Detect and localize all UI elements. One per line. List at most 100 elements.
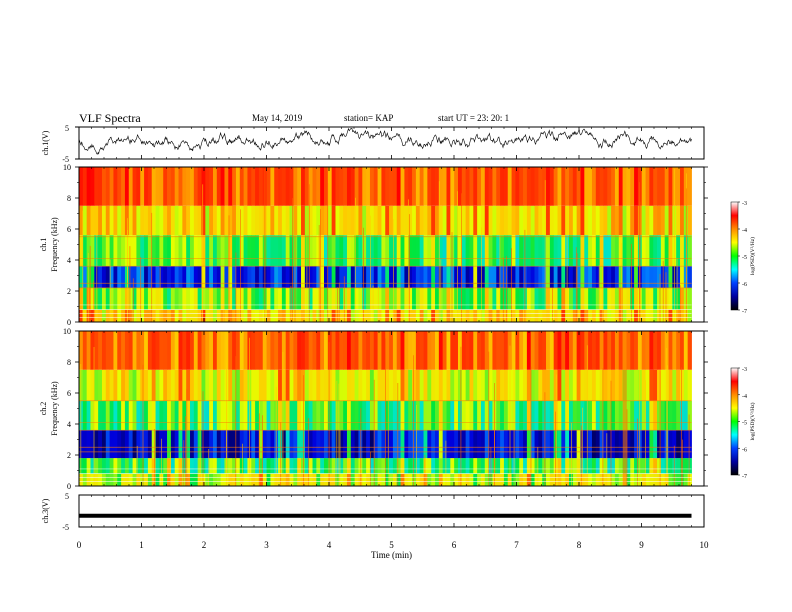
ch1-colorbar-tick-label: -4 xyxy=(742,228,747,234)
ch1-spec-cell xyxy=(369,266,375,288)
ch1-spec-cell xyxy=(389,309,394,322)
ch1-spec-cell xyxy=(542,235,547,267)
ch2-spec-cell xyxy=(534,430,539,459)
ch2-spec-cell xyxy=(523,473,528,486)
ch2-spec-cell xyxy=(400,458,405,474)
ch2-spec-cell xyxy=(488,400,493,431)
ch1-spec-cell xyxy=(235,309,241,322)
ch2-spec-cell xyxy=(519,458,524,474)
ch2-spec-cell xyxy=(461,430,467,459)
ch2-spec-cell xyxy=(362,473,367,486)
ch1-spec-cell xyxy=(366,167,371,206)
ch1-spec-cell xyxy=(454,235,459,267)
ch2-spec-cell xyxy=(251,331,256,370)
ch2-spec-cell xyxy=(465,458,470,474)
ch2-spec-cell xyxy=(412,473,417,486)
ch1-spec-cell xyxy=(293,309,298,322)
ch2-spec-cell xyxy=(614,331,620,370)
ch1-spec-cell xyxy=(634,309,639,322)
ch1-spec-cell xyxy=(343,235,348,267)
ch2-spec-cell xyxy=(496,369,501,401)
ch1-spec-cell xyxy=(105,287,111,310)
ch1-spec-cell xyxy=(461,287,467,310)
ch1-spec-cell xyxy=(423,287,428,310)
ch1-spec-cell xyxy=(519,235,524,267)
ch1-spec-cell xyxy=(247,266,252,288)
ch2-spec-cell xyxy=(190,331,195,370)
ch1-spec-cell xyxy=(442,205,447,236)
ch1-spec-cell xyxy=(212,266,218,288)
ch1-spec-cell xyxy=(178,309,183,322)
ch2-spec-cell xyxy=(151,458,156,474)
ch1-spec-cell xyxy=(611,266,616,288)
ch1-spec-cell xyxy=(649,205,654,236)
ch1-spec-cell xyxy=(584,266,589,288)
ch2-spec-cell xyxy=(634,473,639,486)
ch1-spec-cell xyxy=(488,235,493,267)
ch2-spec-cell xyxy=(660,331,666,370)
ch2-spec-cell xyxy=(324,458,329,474)
ch1-spec-cell xyxy=(178,235,183,267)
ch2-spec-cell xyxy=(672,331,677,370)
ch1-spec-cell xyxy=(285,167,290,206)
ch1-spec-cell xyxy=(109,266,114,288)
ch2-spec-cell xyxy=(170,331,176,370)
ch1-spec-cell xyxy=(281,266,287,288)
ch1-spec-cell xyxy=(530,287,535,310)
ch2-spec-cell xyxy=(687,369,692,401)
ch1-spec-cell xyxy=(205,205,210,236)
ch2-spec-cell xyxy=(251,458,256,474)
ch1-spec-cell xyxy=(167,205,172,236)
ch1-spec-cell xyxy=(618,235,623,267)
ch1-spec-cell xyxy=(320,205,325,236)
ch1-spec-cell xyxy=(507,287,512,310)
ch2-spec-cell xyxy=(117,473,122,486)
ch2-spec-cell xyxy=(266,430,271,459)
ch1-spec-cell xyxy=(312,309,317,322)
ch1-spec-cell xyxy=(645,235,650,267)
ch1-spec-cell xyxy=(197,309,202,322)
ch1-spec-cell xyxy=(607,235,612,267)
ch2-spec-cell xyxy=(373,473,378,486)
ch1-spec-cell xyxy=(346,266,352,288)
ch1-spec-cell xyxy=(174,205,179,236)
ch1-spec-cell xyxy=(687,287,692,310)
ch1-spec-cell xyxy=(680,205,685,236)
ch1-spec-cell xyxy=(572,235,578,267)
ch1-spec-cell xyxy=(167,309,172,322)
ch2-spec-transmitter-stripe xyxy=(622,331,627,486)
ch2-spec-cell xyxy=(251,473,256,486)
ch1-spec-cell xyxy=(335,167,340,206)
ch2-spec-cell xyxy=(607,331,612,370)
ch2-spec-cell xyxy=(530,458,535,474)
ch2-spec-cell xyxy=(415,400,421,431)
ch2-spec-cell xyxy=(534,473,539,486)
ch1-spec-cell xyxy=(201,266,206,288)
ch2-spec-cell xyxy=(412,369,417,401)
ch2-spec-cell xyxy=(82,400,88,431)
ch2-spec-cell xyxy=(293,369,298,401)
ch1-spec-cell xyxy=(603,287,608,310)
ch1-spec-cell xyxy=(431,266,436,288)
ch3-wave-ytick-label: -5 xyxy=(62,523,69,532)
ch1-spec-cell xyxy=(193,235,199,267)
ch1-spec-cell xyxy=(611,235,616,267)
ch1-spec-cell xyxy=(163,266,168,288)
ch2-spec-cell xyxy=(212,430,218,459)
ch1-spec-cell xyxy=(339,287,344,310)
ch2-spec-cell xyxy=(511,473,516,486)
ch2-spec-cell xyxy=(423,369,428,401)
ch2-spec-cell xyxy=(312,458,317,474)
ch1-spec-cell xyxy=(209,287,214,310)
ch2-spec-cell xyxy=(618,430,623,459)
ch1-spec-cell xyxy=(412,167,417,206)
ch2-spec-cell xyxy=(442,430,447,459)
ch2-spec-cell xyxy=(603,430,608,459)
ch2-spec-cell xyxy=(400,473,405,486)
ch1-spec-cell xyxy=(385,167,390,206)
ch2-spec-cell xyxy=(392,369,398,401)
ch2-spec-cell xyxy=(389,430,394,459)
ch1-spec-cell xyxy=(572,309,578,322)
ch1-spec-cell xyxy=(469,205,474,236)
ch1-spec-cell xyxy=(343,287,348,310)
